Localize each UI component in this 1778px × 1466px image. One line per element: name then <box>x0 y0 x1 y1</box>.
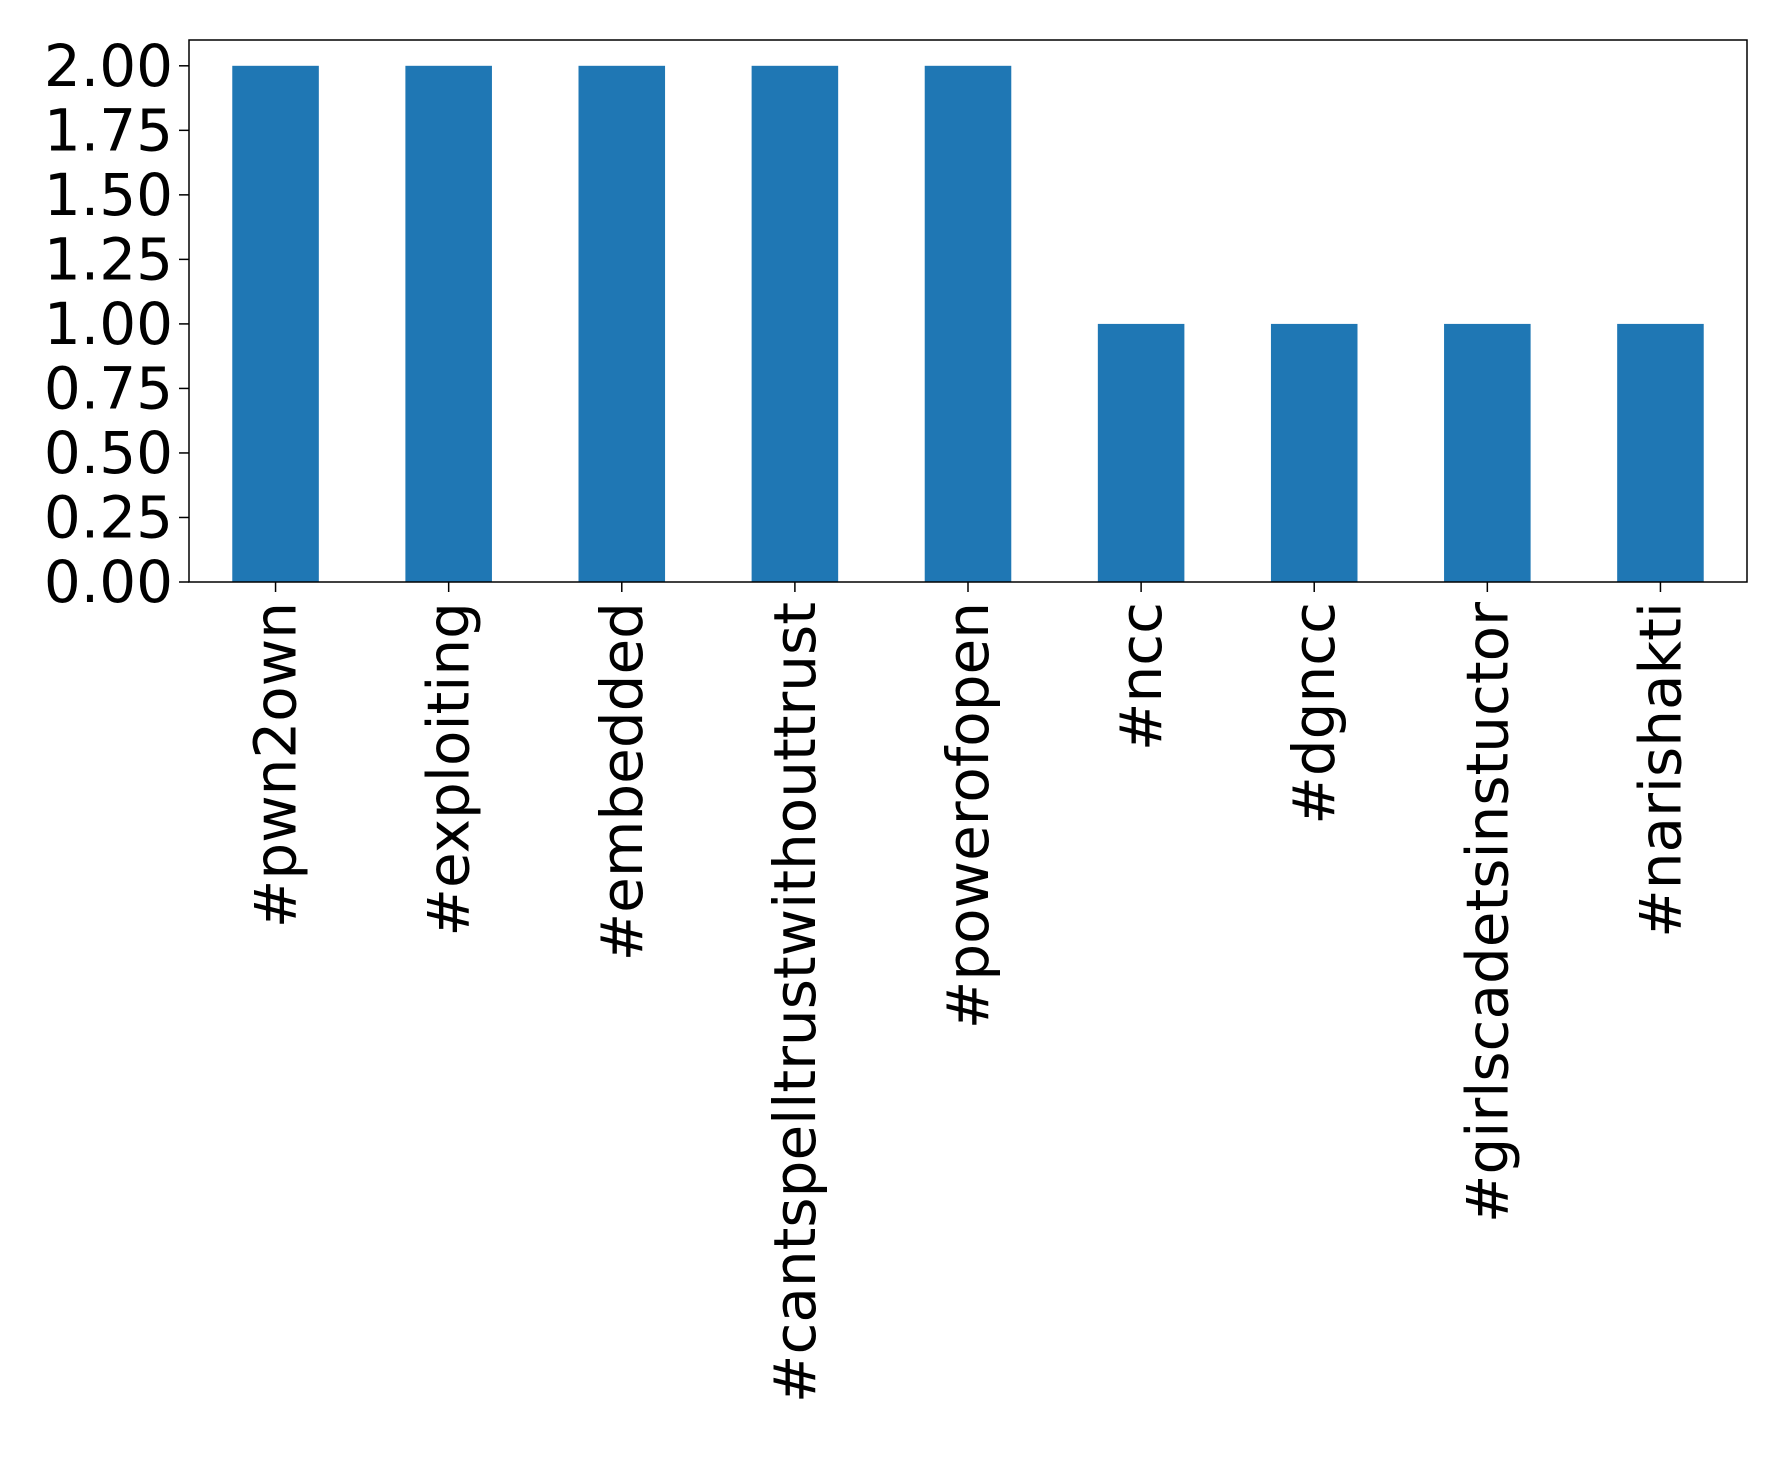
x-tick-label: #powerofopen <box>934 602 1002 1029</box>
y-tick-label: 1.50 <box>44 161 173 229</box>
bar-powerofopen <box>924 65 1012 583</box>
bars-group <box>232 65 1704 583</box>
bar-cantspelltrustwithouttrust <box>751 65 839 583</box>
y-tick-label: 0.50 <box>44 419 173 487</box>
y-tick-label: 1.00 <box>44 290 173 358</box>
y-tick-label: 0.00 <box>44 548 173 616</box>
bar-embedded <box>578 65 666 583</box>
y-tick-label: 0.75 <box>44 354 173 422</box>
bar-narishakti <box>1617 323 1704 582</box>
x-tick-label: #embedded <box>588 602 656 961</box>
y-axis: 0.000.250.500.751.001.251.501.752.00 <box>44 32 189 616</box>
x-tick-label: #dgncc <box>1280 602 1348 825</box>
bar-exploiting <box>405 65 492 583</box>
bar-girlscadetsinstuctor <box>1444 323 1531 582</box>
bar-ncc <box>1097 323 1185 582</box>
x-tick-label: #narishakti <box>1626 602 1694 938</box>
x-tick-label: #ncc <box>1107 602 1175 751</box>
x-axis: #pwn2own #exploiting #embedded #cantspelltr… <box>242 582 1694 1403</box>
bar-dgncc <box>1270 323 1358 582</box>
x-tick-label: #exploiting <box>415 602 483 937</box>
x-tick-label: #pwn2own <box>242 602 310 928</box>
x-tick-label: #girlscadetsinstuctor <box>1453 602 1521 1223</box>
x-tick-label: #cantspelltrustwithouttrust <box>761 602 829 1403</box>
y-tick-label: 1.75 <box>44 96 173 164</box>
y-tick-label: 1.25 <box>44 225 173 293</box>
y-tick-label: 2.00 <box>44 32 173 100</box>
bar-pwn2own <box>232 65 319 583</box>
y-tick-label: 0.25 <box>44 483 173 551</box>
